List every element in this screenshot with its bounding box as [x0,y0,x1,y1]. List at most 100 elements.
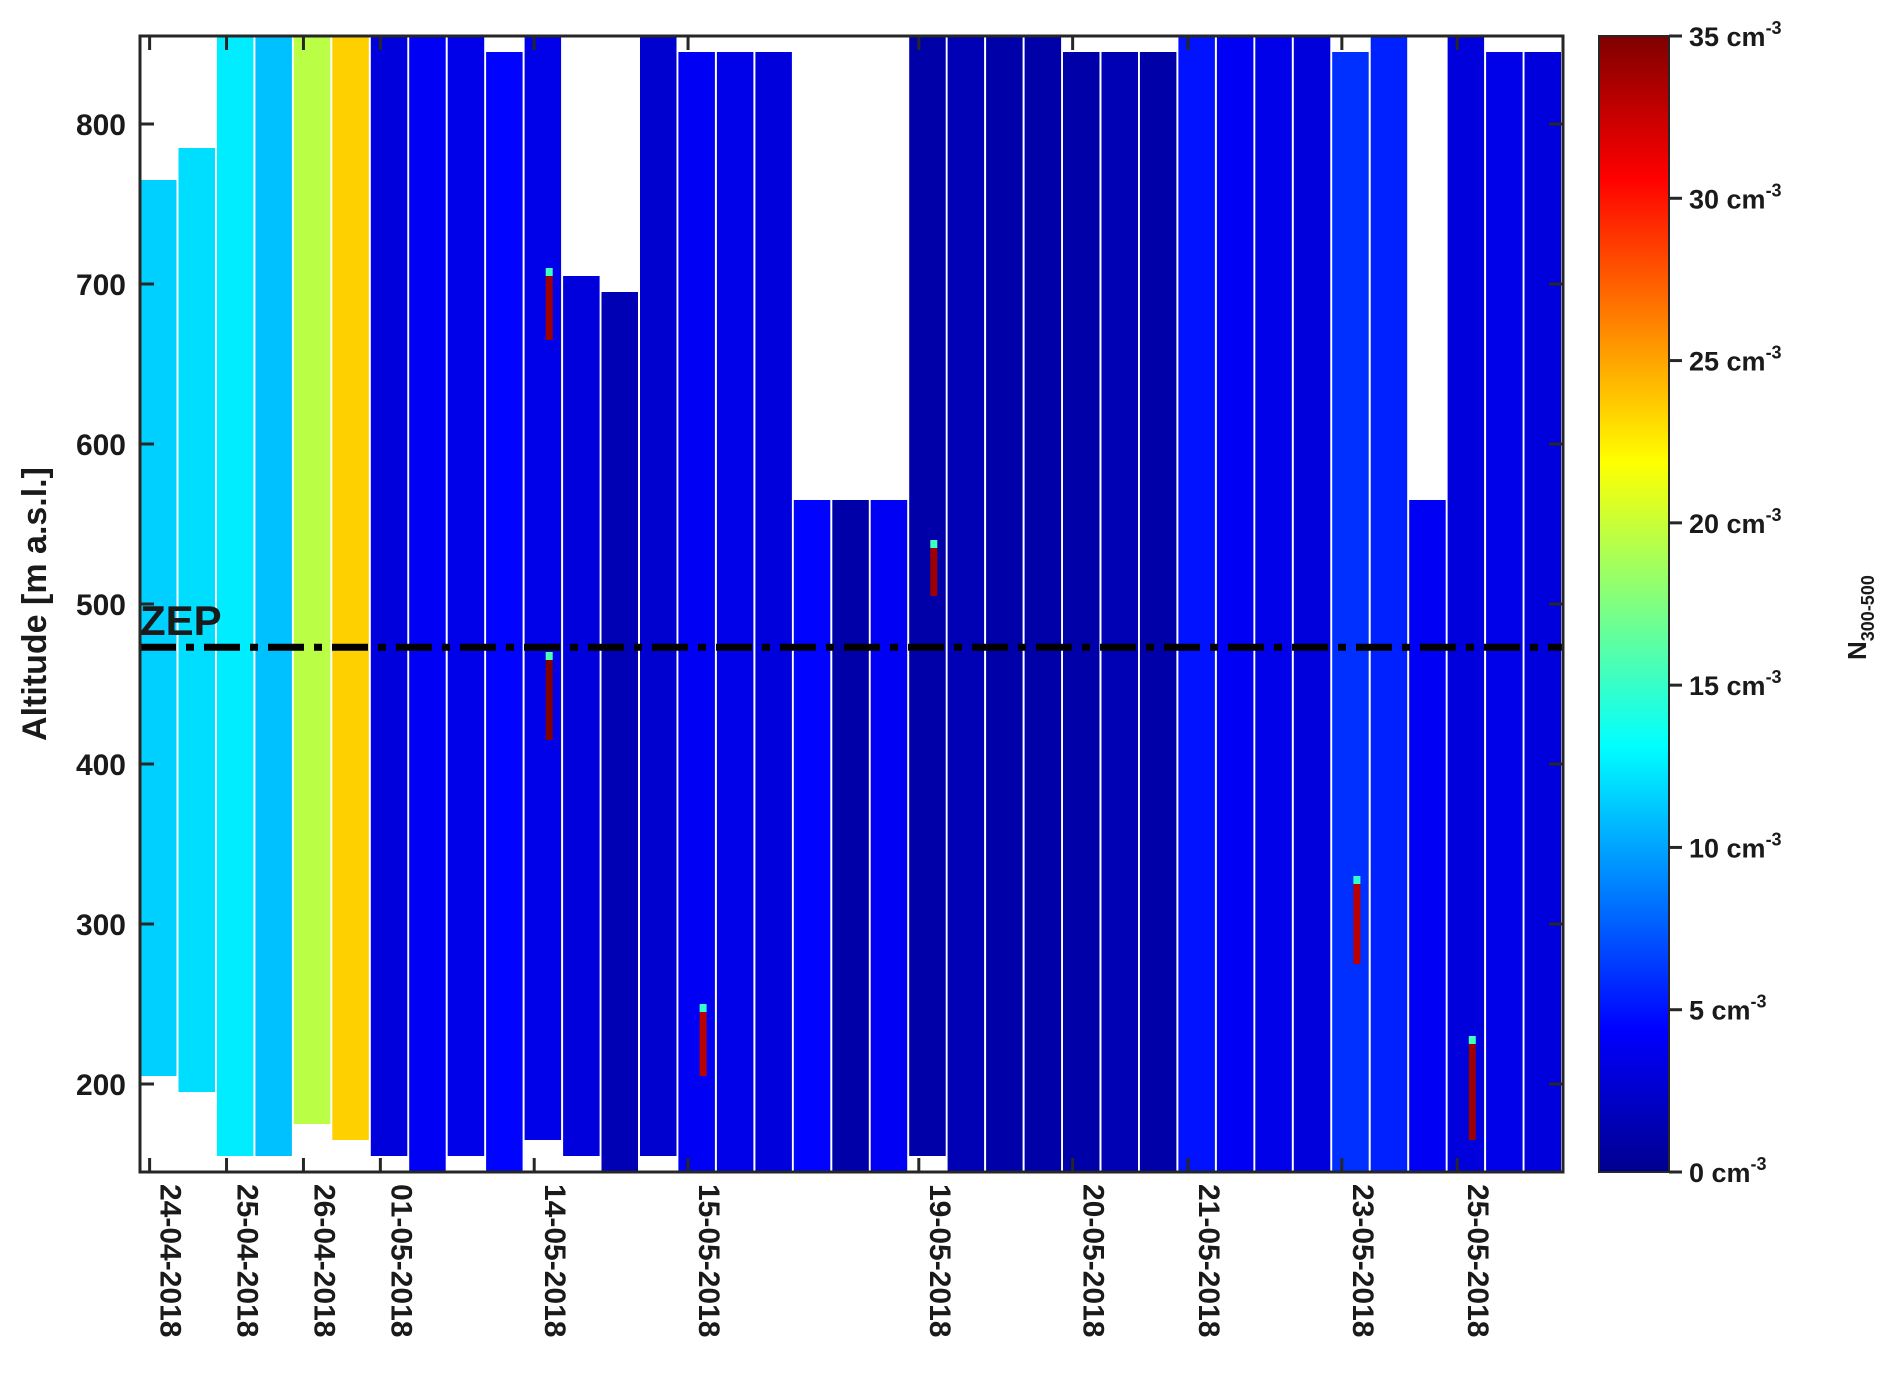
profile-column [370,36,408,1156]
profile-column [293,36,331,1124]
colorbar-label-subscript: 300-500 [1858,575,1878,641]
x-axis-ticks: 24-04-2018 25-04-2018 26-04-2018 01-05-2018… [148,36,1494,1337]
profile-column [793,500,831,1172]
y-tick-label: 200 [76,1069,126,1102]
spike-cap [699,1004,707,1012]
profile-column [1409,500,1446,1172]
y-tick-label: 300 [76,909,126,942]
profile-column [409,36,446,1172]
spikes-layer [545,268,1476,1140]
colorbar-ticks: 0 cm-35 cm-310 cm-315 cm-320 cm-325 cm-3… [1669,18,1782,1188]
profile-column [947,36,985,1172]
spike-mark [1353,884,1361,964]
profile-column [832,500,869,1172]
y-tick-label: 400 [76,749,126,782]
x-tick-label: 25-05-2018 [1461,1184,1494,1337]
profile-column [1293,36,1331,1172]
x-tick-label: 23-05-2018 [1346,1184,1379,1337]
spike-mark [930,548,938,596]
profile-column [524,36,562,1140]
x-tick-label: 26-04-2018 [307,1184,340,1337]
colorbar-tick-label: 15 cm-3 [1689,667,1782,701]
colorbar-tick-label: 0 cm-3 [1689,1154,1767,1188]
profiles-layer [140,36,1561,1172]
x-tick-label: 19-05-2018 [923,1184,956,1337]
profile-column [255,36,292,1156]
x-tick-label: 01-05-2018 [384,1184,417,1337]
profile-column [216,36,254,1156]
colorbar-tick-text: 35 cm [1689,22,1766,52]
profile-column [1024,36,1062,1172]
plot-frame [138,34,1565,1174]
profile-column [755,52,792,1172]
colorbar-tick-exponent: -3 [1751,992,1767,1012]
spike-cap [930,540,938,548]
spike-mark [545,276,553,340]
profile-column [716,52,754,1172]
spike-cap [1353,876,1361,884]
spike-mark [699,1012,707,1076]
profile-column [140,180,177,1076]
profile-column [1063,52,1100,1172]
colorbar-tick-exponent: -3 [1766,343,1782,363]
x-tick-label: 24-04-2018 [154,1184,187,1337]
colorbar-tick-exponent: -3 [1766,18,1782,38]
profile-column [678,52,715,1172]
profile-column [563,276,600,1156]
profile-column [332,36,369,1140]
colorbar-tick-exponent: -3 [1766,180,1782,200]
colorbar-tick-label: 35 cm-3 [1689,18,1782,52]
x-tick-label: 25-04-2018 [231,1184,264,1337]
colorbar-tick-exponent: -3 [1766,829,1782,849]
colorbar-tick-text: 25 cm [1689,347,1766,377]
profile-column [1255,36,1292,1172]
profile-column [1101,52,1138,1172]
colorbar-label-main: N [1842,641,1872,660]
colorbar-tick-text: 10 cm [1689,833,1766,863]
colorbar-tick-text: 5 cm [1689,996,1751,1026]
profile-column [1524,52,1561,1172]
profile-column [870,500,908,1172]
colorbar-tick-exponent: -3 [1766,667,1782,687]
y-tick-label: 800 [76,109,126,142]
x-tick-label: 20-05-2018 [1077,1184,1110,1337]
colorbar-tick-label: 5 cm-3 [1689,992,1767,1026]
profile-column [601,292,638,1172]
y-axis-label: Altitude [m a.s.l.] [16,467,54,741]
colorbar-tick-exponent: -3 [1766,505,1782,525]
profile-column [640,36,677,1156]
profile-column [1178,36,1215,1172]
colorbar-tick-text: 30 cm [1689,184,1766,214]
spike-cap [545,652,553,660]
spike-cap [1468,1036,1476,1044]
profile-column [178,148,215,1092]
colorbar-tick-label: 10 cm-3 [1689,829,1782,863]
profile-column [1216,36,1254,1172]
profile-column [1370,36,1408,1172]
profile-column [909,36,946,1156]
colorbar-tick-text: 15 cm [1689,671,1766,701]
x-tick-label: 21-05-2018 [1192,1184,1225,1337]
profile-column [1447,36,1485,1172]
profile-column [486,52,523,1172]
y-tick-label: 600 [76,429,126,462]
y-tick-label: 500 [76,589,126,622]
colorbar-tick-exponent: -3 [1751,1154,1767,1174]
colorbar-tick-text: 20 cm [1689,509,1766,539]
profile-column [1332,52,1369,1172]
spike-mark [545,660,553,740]
colorbar-tick-label: 25 cm-3 [1689,343,1782,377]
colorbar-tick-label: 30 cm-3 [1689,180,1782,214]
colorbar-tick-label: 20 cm-3 [1689,505,1782,539]
spike-cap [545,268,553,276]
y-tick-label: 700 [76,269,126,302]
spike-mark [1468,1044,1476,1140]
colorbar-label: N300-500 [1842,575,1878,660]
colorbar-tick-text: 0 cm [1689,1158,1751,1188]
profile-column [1139,52,1177,1172]
profile-column [447,36,485,1156]
y-axis-ticks: 200 300 400 500 600 700 800 [76,109,1563,1102]
x-tick-label: 14-05-2018 [538,1184,571,1337]
profile-column [986,36,1023,1172]
